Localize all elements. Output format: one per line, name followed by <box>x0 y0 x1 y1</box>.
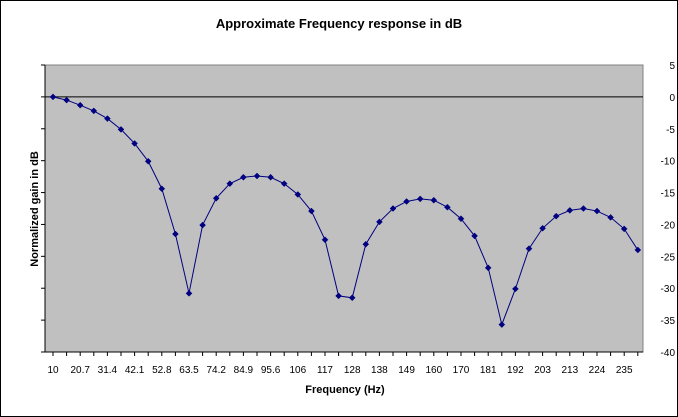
data-point <box>335 292 342 300</box>
data-point <box>593 207 601 215</box>
x-tick-label: 10 <box>47 365 59 376</box>
data-point <box>104 115 111 122</box>
x-tick-label: 42.1 <box>125 365 145 376</box>
y-axis-title: Normalized gain in dB <box>29 151 41 267</box>
x-tick-label: 170 <box>453 365 470 376</box>
data-point <box>226 180 234 187</box>
data-point <box>416 195 424 203</box>
data-point <box>525 245 533 253</box>
data-point <box>348 294 356 302</box>
chart-title: Approximate Frequency response in dB <box>216 16 462 31</box>
data-point <box>471 232 478 240</box>
x-tick-label: 20.7 <box>70 365 90 376</box>
data-point <box>158 185 166 193</box>
plot-area <box>44 64 644 353</box>
y-tick-label: -30 <box>661 284 676 295</box>
series-line <box>52 96 639 327</box>
data-point <box>117 126 125 133</box>
data-point <box>389 205 397 212</box>
data-point <box>512 285 519 293</box>
x-tick-label: 224 <box>589 365 606 376</box>
data-point <box>321 236 329 244</box>
data-point <box>362 240 370 248</box>
axes <box>41 64 643 356</box>
x-tick-label: 84.9 <box>234 365 254 376</box>
data-point <box>131 140 138 147</box>
x-tick-label: 74.2 <box>206 365 226 376</box>
data-point <box>212 194 220 202</box>
data-point <box>253 172 261 180</box>
x-tick-label: 63.5 <box>179 365 199 376</box>
x-tick-label: 128 <box>344 365 361 376</box>
data-point <box>144 157 152 165</box>
data-point <box>484 264 492 272</box>
x-tick-label: 181 <box>480 365 497 376</box>
y-tick-label: -5 <box>666 125 675 136</box>
y-tick-label: 0 <box>669 93 675 104</box>
y-tick-label: -10 <box>661 157 676 168</box>
x-tick-label: 106 <box>289 365 306 376</box>
data-point <box>90 107 98 115</box>
y-tick-label: -15 <box>661 189 676 200</box>
y-tick-label: -20 <box>661 220 676 231</box>
data-point <box>634 246 642 254</box>
x-tick-label: 192 <box>507 365 524 376</box>
y-tick-label: -25 <box>661 252 676 263</box>
data-point <box>267 173 274 181</box>
data-point <box>280 180 288 187</box>
data-point <box>620 225 628 233</box>
data-point <box>76 101 84 109</box>
data-point <box>185 289 193 297</box>
x-tick-label: 52.8 <box>152 365 172 376</box>
data-point <box>607 214 614 221</box>
x-tick-label: 117 <box>317 365 333 376</box>
y-tick-label: -35 <box>661 316 676 327</box>
data-point <box>199 221 206 229</box>
data-point <box>498 321 506 328</box>
x-tick-label: 160 <box>425 365 442 376</box>
x-tick-label: 95.6 <box>261 365 281 376</box>
x-tick-label: 213 <box>561 365 578 376</box>
x-tick-label: 203 <box>534 365 551 376</box>
data-point <box>566 207 574 214</box>
y-tick-label: 5 <box>669 61 675 72</box>
data-point <box>240 173 247 181</box>
data-point <box>552 212 560 220</box>
x-tick-label: 235 <box>616 365 633 376</box>
data-point <box>376 218 383 226</box>
data-point <box>539 224 546 232</box>
data-point <box>63 96 70 104</box>
x-tick-label: 31.4 <box>98 365 118 376</box>
data-point <box>308 207 315 215</box>
data-point <box>580 205 587 212</box>
tick-labels: 5 0 -5 -10 -15 -20 -25 -30 -35 -40 10 20.7 31.4 42.1 5… <box>47 61 675 376</box>
data-point <box>444 203 451 211</box>
data-point <box>430 196 438 204</box>
series-layer <box>49 93 642 328</box>
data-point <box>49 93 57 101</box>
data-point <box>403 198 410 205</box>
x-tick-label: 138 <box>371 365 388 376</box>
data-point <box>457 215 465 223</box>
x-axis-title: Frequency (Hz) <box>305 384 385 396</box>
y-tick-label: -40 <box>661 348 676 359</box>
x-tick-label: 149 <box>398 365 415 376</box>
data-point <box>294 191 302 198</box>
data-point <box>172 230 179 238</box>
